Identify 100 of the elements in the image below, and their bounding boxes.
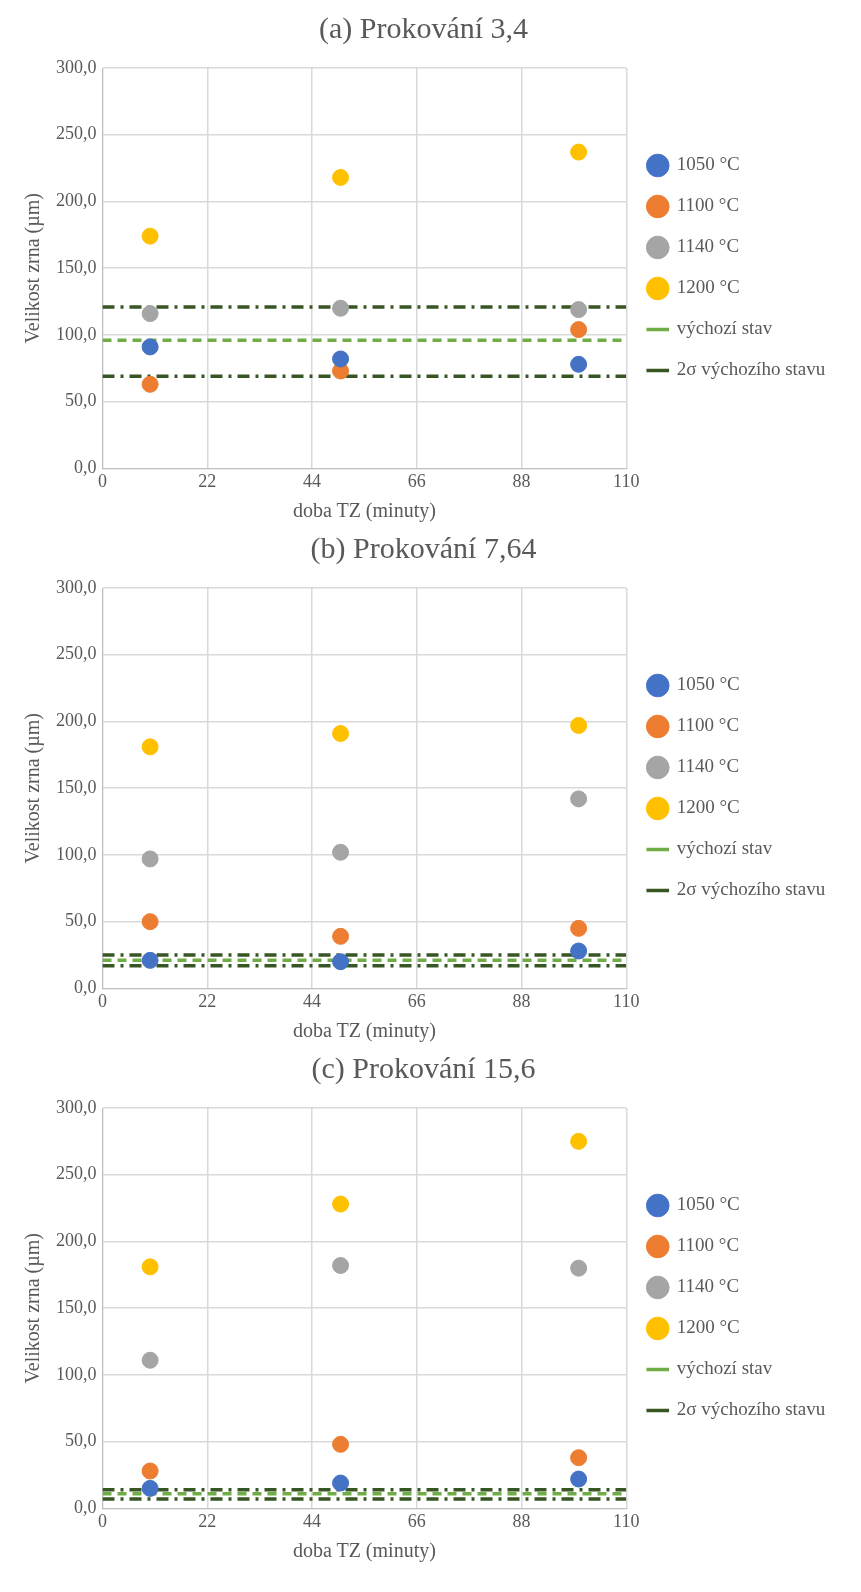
chart-title: (c) Prokování 15,6 bbox=[311, 1050, 536, 1085]
point bbox=[332, 953, 350, 971]
x-tick-label: 66 bbox=[407, 470, 426, 491]
y-axis-title: Velikost zrna (µm) bbox=[21, 193, 45, 344]
legend-label: výchozí stav bbox=[676, 1357, 773, 1379]
legend-label: 1050 °C bbox=[676, 153, 740, 175]
y-axis-title: Velikost zrna (µm) bbox=[21, 713, 45, 864]
point bbox=[570, 790, 588, 808]
legend-label: 1200 °C bbox=[676, 1316, 740, 1338]
y-tick-label: 200,0 bbox=[56, 710, 97, 731]
point bbox=[332, 299, 350, 317]
y-tick-label: 100,0 bbox=[56, 323, 97, 344]
y-tick-label: 200,0 bbox=[56, 1230, 97, 1251]
y-tick-label: 150,0 bbox=[56, 776, 97, 797]
point bbox=[570, 321, 588, 339]
x-tick-label: 22 bbox=[198, 470, 217, 491]
x-tick-label: 110 bbox=[613, 990, 640, 1011]
point bbox=[332, 927, 350, 945]
point bbox=[141, 738, 159, 756]
x-tick-label: 110 bbox=[613, 1510, 640, 1531]
point bbox=[570, 919, 588, 937]
point bbox=[141, 375, 159, 393]
legend-label: výchozí stav bbox=[676, 837, 773, 859]
point bbox=[570, 355, 588, 373]
point bbox=[570, 1132, 588, 1150]
legend-label: 1140 °C bbox=[676, 1275, 740, 1297]
point bbox=[332, 1474, 350, 1492]
point bbox=[570, 716, 588, 734]
y-tick-label: 150,0 bbox=[56, 1296, 97, 1317]
point bbox=[570, 1449, 588, 1467]
x-tick-label: 0 bbox=[98, 470, 107, 491]
ref-line-label: výchozí stav bbox=[676, 317, 773, 339]
x-tick-label: 66 bbox=[407, 990, 426, 1011]
x-tick-label: 44 bbox=[303, 990, 321, 1011]
point bbox=[332, 168, 350, 186]
point bbox=[141, 1462, 159, 1480]
x-tick-label: 88 bbox=[512, 990, 531, 1011]
x-axis-title: doba TZ (minuty) bbox=[292, 1539, 436, 1563]
point bbox=[332, 724, 350, 742]
y-tick-label: 100,0 bbox=[56, 843, 97, 864]
legend-label: 2σ výchozího stavu bbox=[676, 1398, 826, 1420]
point bbox=[141, 338, 159, 356]
legend-label: 1050 °C bbox=[676, 673, 740, 695]
point bbox=[141, 227, 159, 245]
y-tick-label: 100,0 bbox=[56, 1363, 97, 1384]
point bbox=[141, 1479, 159, 1497]
point bbox=[332, 843, 350, 861]
point bbox=[332, 1435, 350, 1453]
point bbox=[141, 1351, 159, 1369]
y-tick-label: 300,0 bbox=[56, 1096, 97, 1117]
y-tick-label: 50,0 bbox=[65, 1430, 97, 1451]
legend-label: 1140 °C bbox=[676, 235, 740, 257]
point bbox=[570, 143, 588, 161]
x-tick-label: 0 bbox=[98, 990, 107, 1011]
legend-label: 1200 °C bbox=[676, 276, 740, 298]
x-tick-label: 88 bbox=[512, 470, 531, 491]
y-axis-title: Velikost zrna (µm) bbox=[21, 1233, 45, 1384]
x-tick-label: 22 bbox=[198, 990, 217, 1011]
x-axis-title: doba TZ (minuty) bbox=[292, 499, 436, 523]
y-tick-label: 50,0 bbox=[65, 390, 97, 411]
point bbox=[570, 301, 588, 319]
legend-label: 1050 °C bbox=[676, 1193, 740, 1215]
x-tick-label: 22 bbox=[198, 1510, 217, 1531]
legend-label: 2σ výchozího stavu bbox=[676, 878, 826, 900]
point bbox=[332, 1195, 350, 1213]
chart-title: (b) Prokování 7,64 bbox=[310, 530, 537, 565]
point bbox=[570, 1259, 588, 1277]
point bbox=[141, 951, 159, 969]
point bbox=[570, 1470, 588, 1488]
point bbox=[332, 350, 350, 368]
point bbox=[332, 1256, 350, 1274]
y-tick-label: 0,0 bbox=[74, 977, 97, 998]
y-tick-label: 250,0 bbox=[56, 643, 97, 664]
legend-label: 1140 °C bbox=[676, 755, 740, 777]
x-tick-label: 44 bbox=[303, 1510, 321, 1531]
point bbox=[141, 913, 159, 931]
y-tick-label: 250,0 bbox=[56, 123, 97, 144]
y-tick-label: 150,0 bbox=[56, 256, 97, 277]
point bbox=[141, 305, 159, 323]
point bbox=[570, 942, 588, 960]
chart-title: (a) Prokování 3,4 bbox=[318, 10, 529, 45]
x-axis-title: doba TZ (minuty) bbox=[292, 1019, 436, 1043]
x-tick-label: 88 bbox=[512, 1510, 531, 1531]
legend-label: 1100 °C bbox=[676, 194, 740, 216]
point bbox=[141, 850, 159, 868]
x-tick-label: 0 bbox=[98, 1510, 107, 1531]
legend-label: 1100 °C bbox=[676, 1234, 740, 1256]
x-tick-label: 66 bbox=[407, 1510, 426, 1531]
y-tick-label: 300,0 bbox=[56, 576, 97, 597]
y-tick-label: 250,0 bbox=[56, 1163, 97, 1184]
x-tick-label: 110 bbox=[613, 470, 640, 491]
y-tick-label: 0,0 bbox=[74, 457, 97, 478]
legend-label: 2σ výchozího stavu bbox=[676, 358, 826, 380]
y-tick-label: 200,0 bbox=[56, 190, 97, 211]
y-tick-label: 50,0 bbox=[65, 910, 97, 931]
y-tick-label: 300,0 bbox=[56, 56, 97, 77]
point bbox=[141, 1258, 159, 1276]
y-tick-label: 0,0 bbox=[74, 1497, 97, 1518]
legend-label: 1200 °C bbox=[676, 796, 740, 818]
x-tick-label: 44 bbox=[303, 470, 321, 491]
